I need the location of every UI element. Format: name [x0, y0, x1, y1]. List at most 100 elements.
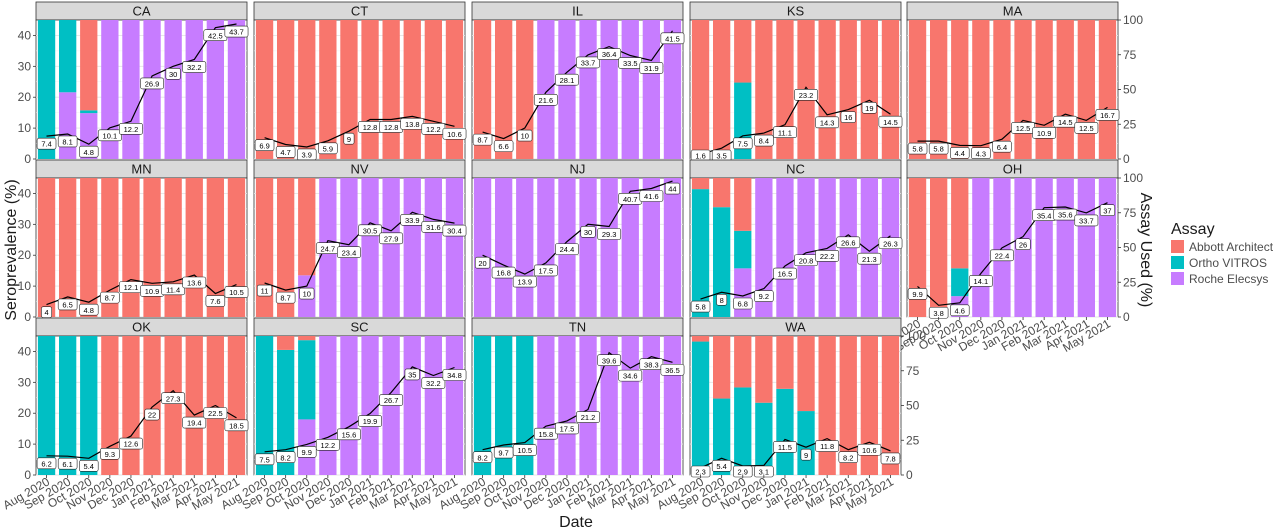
data-label-box — [580, 226, 596, 238]
assay-bar-segment — [972, 178, 990, 317]
data-label-box — [421, 377, 446, 389]
data-label-box — [203, 407, 228, 419]
data-label: 26.9 — [145, 80, 160, 89]
data-label: 14.1 — [974, 277, 989, 286]
data-label: 14.3 — [820, 118, 835, 127]
data-label: 4 — [44, 308, 48, 317]
data-label: 21.2 — [581, 413, 596, 422]
data-label: 12.6 — [124, 440, 139, 449]
data-label-box — [1095, 109, 1120, 121]
assay-bar-segment — [621, 336, 639, 475]
panel-ct: CT 6.9 4.7 3.9 5.9 9 12.8 12.8 13.8 12.2 10.6 — [253, 1, 467, 161]
data-label-box — [318, 142, 338, 155]
legend-key — [1171, 256, 1184, 269]
data-label: 14.5 — [883, 118, 898, 127]
assay-bar-segment — [1056, 20, 1074, 159]
data-label-box — [968, 275, 993, 287]
legend-label: Roche Elecsys — [1189, 272, 1268, 286]
panel-title: CT — [351, 4, 368, 19]
assay-bar-segment — [319, 20, 337, 159]
assay-bar-segment — [101, 20, 119, 159]
data-label-box — [690, 300, 711, 313]
data-label: 1.6 — [695, 152, 705, 161]
assay-bar-segment — [712, 207, 731, 317]
panel-ks: KS 1.6 3.5 7.5 8.4 11.1 23.2 14.3 16 19 14.5 — [689, 1, 903, 162]
data-label: 7.8 — [885, 455, 895, 464]
data-label-box — [815, 440, 840, 452]
legend-label: Abbott Architect — [1189, 240, 1274, 254]
assay-bar-segment — [642, 178, 661, 317]
panel-ca: CA 7.4 8.1 4.8 10.1 12.2 26.9 30 32.2 42.5 43.7 0 10… — [18, 1, 249, 166]
assay-bar-segment — [908, 20, 927, 159]
assay-bar-segment — [80, 336, 98, 475]
data-label: 39.6 — [602, 356, 617, 365]
assay-bar-segment — [382, 178, 400, 317]
data-label-box — [442, 127, 467, 140]
data-label: 8.2 — [843, 453, 853, 462]
panel-title: MA — [1003, 4, 1023, 19]
data-label: 3.5 — [716, 152, 726, 161]
legend-label: Ortho VITROS — [1189, 256, 1267, 270]
assay-bar-segment — [424, 20, 443, 159]
assay-bar-segment — [734, 230, 752, 269]
assay-bar-segment — [298, 178, 316, 276]
data-label-box — [1053, 208, 1078, 221]
data-label-box — [472, 133, 493, 146]
assay-bar-segment — [712, 336, 731, 399]
y2-tick-label: 100 — [1123, 13, 1143, 27]
data-label-box — [880, 452, 901, 465]
assay-bar-segment — [445, 336, 464, 475]
assay-bar-segment — [276, 20, 295, 159]
assay-bar-segment — [424, 178, 443, 317]
data-label-box — [773, 441, 797, 453]
data-label-box — [838, 451, 858, 463]
data-label: 10 — [303, 290, 311, 299]
data-label: 8.2 — [280, 453, 290, 462]
assay-bar-segment — [993, 20, 1011, 159]
data-label: 22.2 — [820, 252, 835, 261]
data-label: 12.8 — [384, 123, 399, 132]
assay-bar-segment — [776, 336, 794, 389]
assay-bar-segment — [691, 20, 710, 159]
data-label-box — [815, 250, 840, 262]
y-tick-label: 30 — [18, 375, 32, 389]
assay-bar-segment — [164, 336, 182, 475]
panel-title: NC — [786, 162, 805, 177]
data-label: 13.9 — [517, 278, 532, 287]
assay-bar-segment — [776, 388, 794, 475]
data-label: 9.3 — [105, 450, 115, 459]
data-label-box — [57, 457, 78, 470]
assay-bar-segment — [776, 178, 794, 317]
data-label: 10.5 — [517, 446, 532, 455]
data-label: 3.1 — [759, 468, 769, 477]
panel-il: IL 8.7 6.6 10 21.6 28.1 33.7 36.4 33.5 31.9 41.5 — [471, 1, 685, 160]
assay-bar-segment — [255, 20, 274, 159]
assay-bar-segment — [227, 20, 246, 159]
y-axis-title: Seroprevalence (%) — [3, 179, 20, 320]
assay-bar-segment — [860, 20, 879, 159]
y2-tick-label: 25 — [1123, 275, 1137, 289]
y2-tick-label: 50 — [1123, 83, 1137, 97]
assay-bar-segment — [143, 336, 161, 475]
assay-bar-segment — [473, 178, 492, 317]
assay-bar-segment — [712, 20, 731, 159]
data-label: 12.5 — [1079, 124, 1094, 133]
assay-bar-segment — [298, 20, 316, 159]
data-label-box — [716, 293, 728, 306]
data-label-box — [732, 137, 753, 150]
y-tick-label: 20 — [18, 90, 32, 104]
assay-bar-segment — [122, 178, 140, 317]
assay-bar-segment — [80, 20, 98, 111]
data-label: 9.9 — [302, 448, 312, 457]
assay-bar-segment — [537, 178, 555, 317]
assay-bar-segment — [403, 20, 421, 159]
data-label-box — [878, 237, 903, 250]
assay-bar-segment — [1077, 20, 1096, 159]
assay-bar-segment — [403, 336, 421, 475]
assay-bar-segment — [1098, 178, 1117, 317]
assay-bar-segment — [663, 20, 682, 159]
seroprevalence-line — [700, 86, 891, 155]
assay-bar-segment — [494, 20, 513, 159]
assay-bar-segment — [298, 336, 316, 341]
panel-mn: MN 4 6.5 4.8 8.7 12.1 10.9 11.4 13.6 7.6 10.5 0 10 20… — [18, 159, 249, 324]
